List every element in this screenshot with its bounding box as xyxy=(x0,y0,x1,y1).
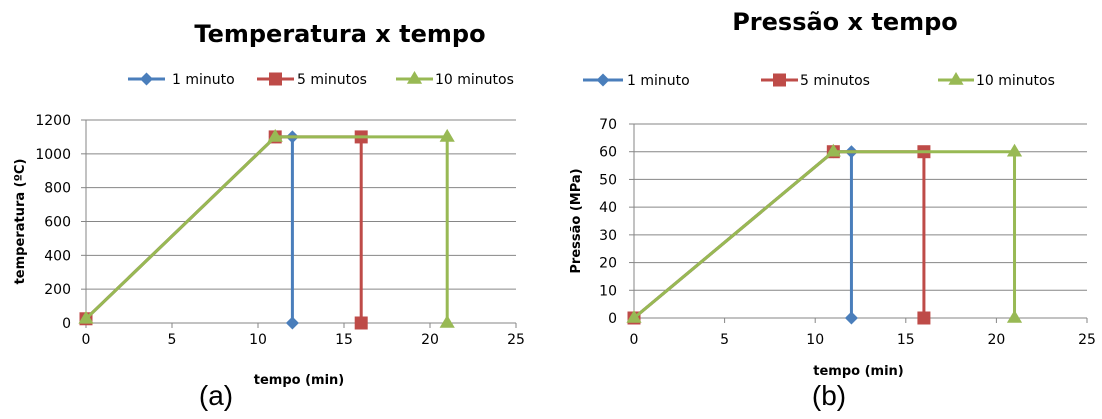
data-point-diamond-marker xyxy=(285,316,299,330)
data-point-triangle-marker xyxy=(267,128,283,142)
legend-label: 5 minutos xyxy=(297,72,367,88)
x-tick-label: 10 xyxy=(249,332,267,348)
series-1-minuto xyxy=(79,130,299,330)
y-axis-label: temperatura (ºC) xyxy=(13,159,28,285)
x-tick-label: 25 xyxy=(507,332,525,348)
x-tick-label: 25 xyxy=(1078,332,1096,348)
data-point-diamond-marker xyxy=(844,311,858,325)
x-tick-label: 20 xyxy=(987,332,1005,348)
legend-entry: 5 minutos xyxy=(257,72,367,88)
legend-entry: 1 minuto xyxy=(128,72,235,88)
chart-temperature: Temperatura x tempo020040060080010001200… xyxy=(13,20,525,411)
y-tick-label: 400 xyxy=(44,248,71,264)
y-tick-label: 600 xyxy=(44,215,71,231)
y-tick-label: 50 xyxy=(599,172,617,188)
legend-diamond-marker xyxy=(596,73,610,87)
legend-diamond-marker xyxy=(140,72,153,86)
data-point-triangle-marker xyxy=(439,128,455,142)
data-point-triangle-marker xyxy=(626,310,642,323)
legend-entry: 10 minutos xyxy=(396,71,514,88)
series-line xyxy=(633,150,1017,320)
data-point-triangle-marker xyxy=(78,310,94,324)
legend-label: 10 minutos xyxy=(976,73,1055,89)
legend-label: 10 minutos xyxy=(435,72,514,88)
series-line xyxy=(84,135,363,323)
x-tick-label: 0 xyxy=(82,332,91,348)
y-tick-label: 800 xyxy=(44,181,71,197)
figure-caption: (a) xyxy=(199,380,233,411)
y-tick-label: 30 xyxy=(599,228,617,244)
y-tick-label: 1200 xyxy=(35,113,71,129)
data-point-square-marker xyxy=(917,311,931,325)
x-tick-label: 10 xyxy=(806,332,824,348)
y-axis-label: Pressão (MPa) xyxy=(569,168,584,273)
y-tick-label: 60 xyxy=(599,145,617,161)
x-tick-label: 0 xyxy=(630,332,639,348)
x-tick-label: 20 xyxy=(421,332,439,348)
legend-entry: 10 minutos xyxy=(938,72,1055,89)
x-axis-label: tempo (min) xyxy=(254,373,344,388)
chart-pressure: Pressão x tempo 0 10 20 30 40 50 60 70 0 5 10 15 20 25… xyxy=(569,8,1096,411)
legend-triangle-marker xyxy=(948,72,964,85)
data-point-triangle-marker xyxy=(1006,143,1023,157)
y-tick-label: 200 xyxy=(44,282,71,298)
series-5-minutos xyxy=(79,130,368,330)
y-tick-label: 1000 xyxy=(35,147,71,163)
y-tick-label: 70 xyxy=(599,117,617,133)
y-tick-label: 10 xyxy=(599,283,617,299)
series-line xyxy=(84,135,449,323)
y-tick-label: 20 xyxy=(599,256,617,272)
x-tick-label: 15 xyxy=(335,332,353,348)
legend-entry: 5 minutos xyxy=(761,73,870,89)
x-tick-label: 5 xyxy=(168,332,177,348)
figure-caption: (b) xyxy=(812,380,846,411)
legend-triangle-marker xyxy=(406,71,423,84)
series-10-minutos xyxy=(626,143,1023,323)
legend-square-marker xyxy=(773,73,786,87)
chart-title: Pressão x tempo xyxy=(732,8,958,36)
legend-entry: 1 minuto xyxy=(583,73,690,89)
data-point-triangle-marker xyxy=(439,315,455,328)
x-axis-label: tempo (min) xyxy=(813,364,903,379)
y-tick-label: 0 xyxy=(608,311,617,327)
legend-label: 5 minutos xyxy=(800,73,870,89)
data-point-square-marker xyxy=(354,316,368,330)
legend-square-marker xyxy=(269,72,282,86)
legend-label: 1 minuto xyxy=(172,72,235,88)
x-tick-label: 15 xyxy=(897,332,915,348)
y-tick-label: 40 xyxy=(599,200,617,216)
y-tick-label: 0 xyxy=(62,316,71,332)
series-10-minutos xyxy=(78,128,455,328)
data-point-triangle-marker xyxy=(1006,310,1023,323)
x-tick-label: 5 xyxy=(720,332,729,348)
legend-label: 1 minuto xyxy=(627,73,690,89)
chart-title: Temperatura x tempo xyxy=(194,20,485,48)
data-point-triangle-marker xyxy=(825,143,841,157)
series-line xyxy=(84,135,294,323)
